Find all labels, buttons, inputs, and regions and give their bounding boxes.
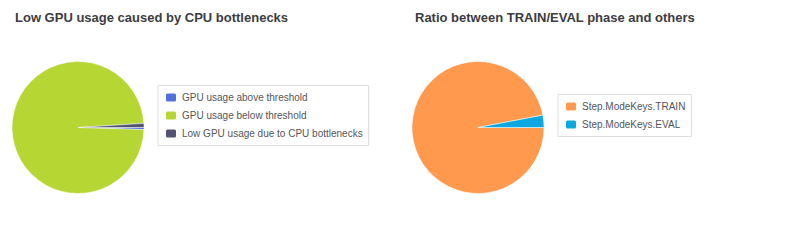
svg-text:Ratio between TRAIN/EVAL phase: Ratio between TRAIN/EVAL phase and other… bbox=[415, 10, 695, 25]
svg-text:Step.ModeKeys.EVAL: Step.ModeKeys.EVAL bbox=[582, 119, 681, 130]
svg-text:Low GPU usage due to CPU bottl: Low GPU usage due to CPU bottlenecks bbox=[182, 128, 363, 139]
svg-text:Step.ModeKeys.TRAIN: Step.ModeKeys.TRAIN bbox=[582, 101, 685, 112]
svg-text:GPU usage above threshold: GPU usage above threshold bbox=[182, 92, 308, 103]
svg-text:Low GPU usage caused by CPU bo: Low GPU usage caused by CPU bottlenecks bbox=[15, 10, 288, 25]
svg-text:GPU usage below threshold: GPU usage below threshold bbox=[182, 110, 307, 121]
